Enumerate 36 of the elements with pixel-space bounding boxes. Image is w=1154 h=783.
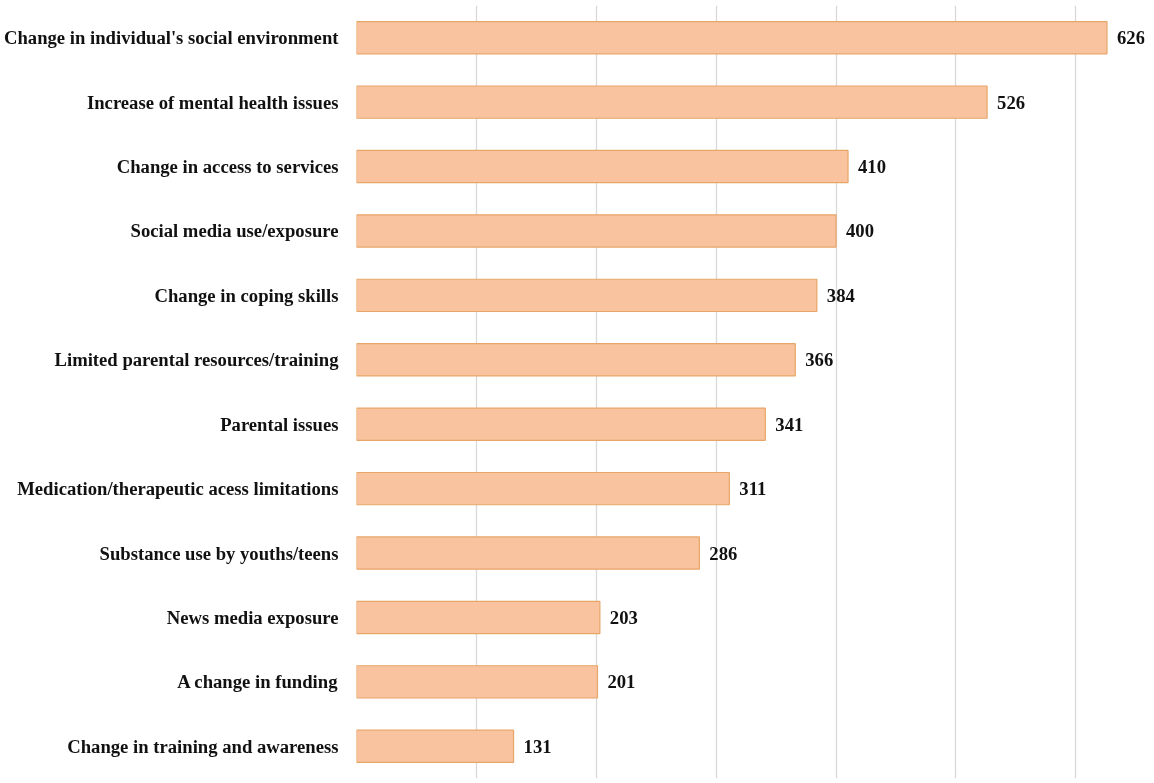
y-tick-label: Change in access to services [116,156,339,178]
data-label: 203 [609,606,638,628]
y-tick-label: Substance use by youths/teens [99,542,339,564]
bar [356,149,849,184]
bar [356,407,766,441]
bar [356,729,515,763]
data-label: 311 [739,478,767,500]
y-tick-label: Social media use/exposure [130,220,339,242]
bar [356,343,796,377]
data-label: 366 [805,349,834,371]
bar [356,21,1108,55]
data-label: 286 [709,542,738,564]
bar [356,600,601,635]
y-tick-label: Change in coping skills [154,284,339,306]
bar [356,665,599,699]
bar [356,278,818,313]
data-label: 410 [858,156,887,178]
bar [356,214,837,248]
y-tick-label: Change in training and awareness [67,735,339,757]
bar [356,471,730,506]
y-tick-label: Limited parental resources/training [54,349,340,371]
y-tick-label: Change in individual's social environment [4,27,340,49]
bar [356,85,988,119]
data-label: 626 [1116,27,1145,49]
data-label: 526 [997,91,1026,113]
data-label: 341 [775,413,804,435]
y-tick-label: Increase of mental health issues [87,91,339,113]
y-tick-label: A change in funding [177,671,339,693]
y-tick-label: Medication/therapeutic acess limitations [17,478,339,500]
y-tick-label: News media exposure [166,606,339,628]
data-label: 400 [846,220,875,242]
data-label: 131 [523,735,552,757]
bar [356,536,700,570]
data-label: 201 [607,671,636,693]
data-label: 384 [826,284,855,306]
y-tick-label: Parental issues [220,413,339,435]
